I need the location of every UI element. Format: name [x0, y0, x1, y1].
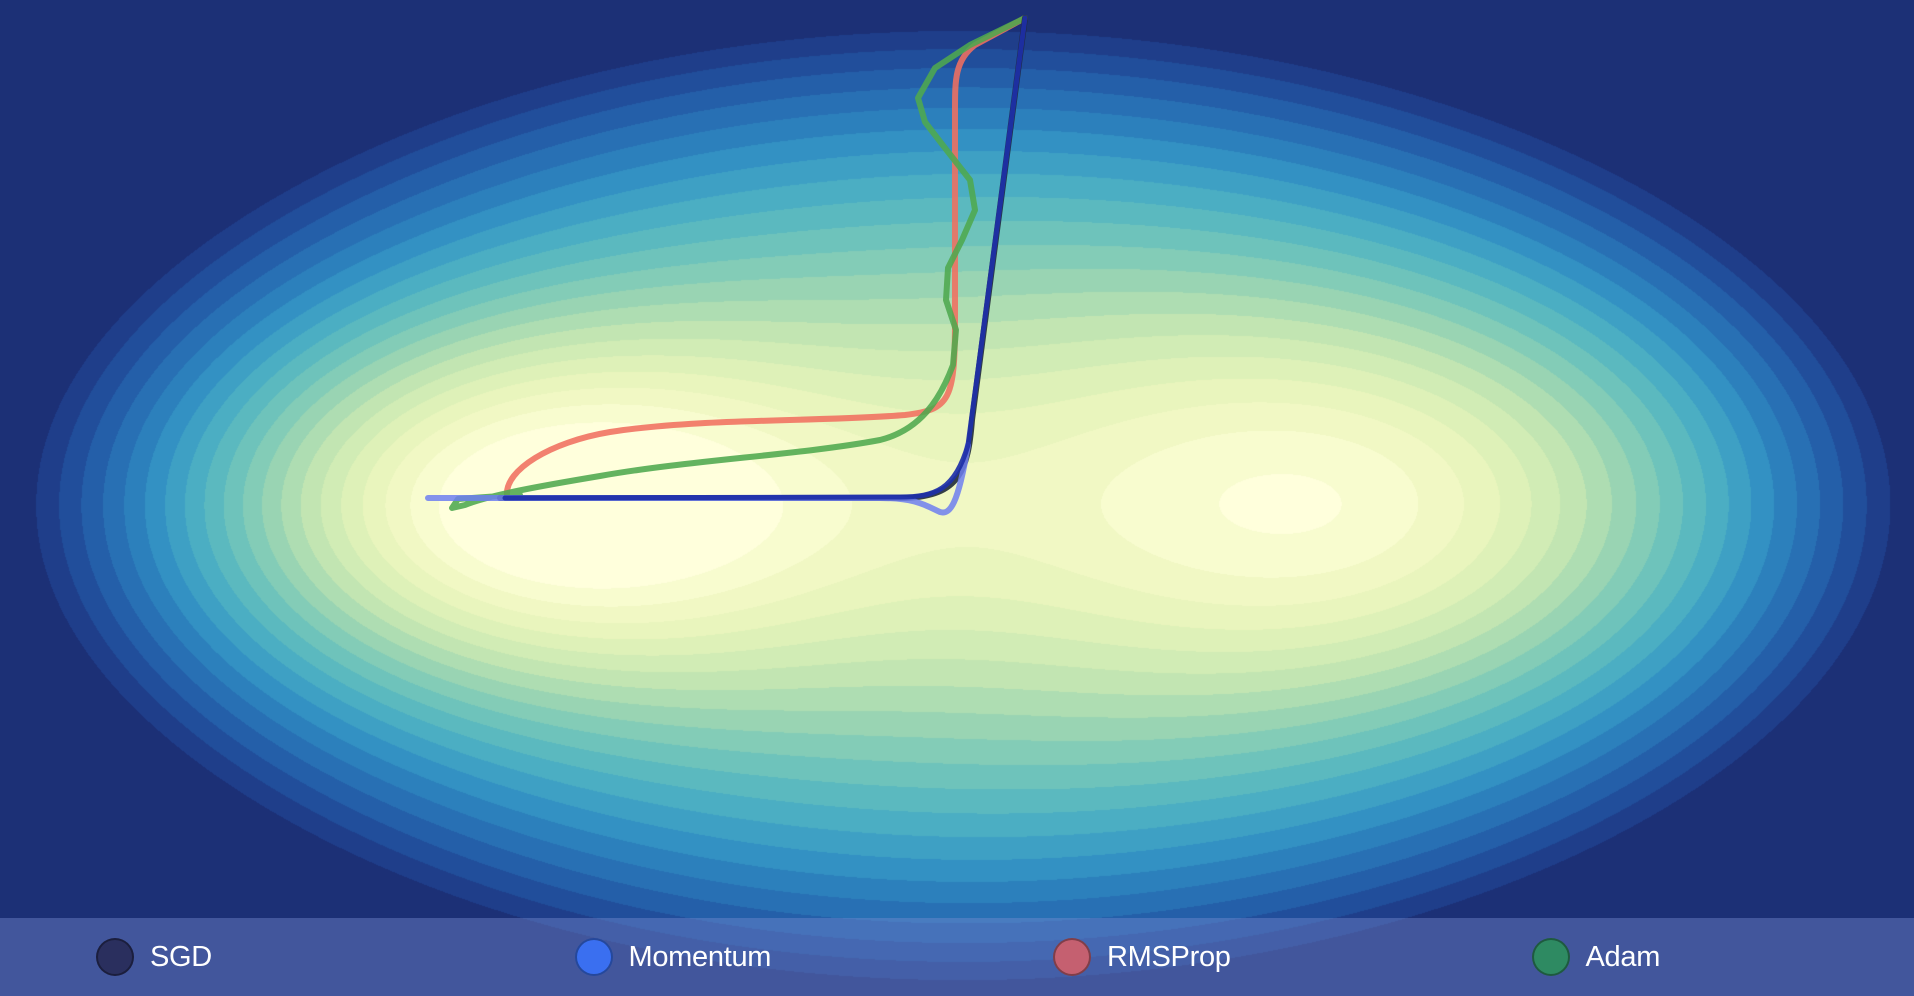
momentum-trajectory [502, 15, 1028, 501]
legend-bar: SGD Momentum RMSProp Adam [0, 918, 1914, 996]
legend-label-sgd: SGD [150, 940, 212, 973]
rmsprop-trajectory [504, 15, 1028, 498]
legend-item-adam[interactable]: Adam [1436, 938, 1914, 976]
adam-swatch-icon [1531, 938, 1570, 976]
legend-label-momentum: Momentum [628, 940, 772, 973]
sgd-trajectory [497, 15, 1028, 501]
legend-item-momentum[interactable]: Momentum [479, 938, 958, 976]
adam-trajectory [449, 15, 1028, 511]
rmsprop-swatch-icon [1053, 938, 1091, 976]
sgd-swatch-icon [96, 938, 134, 976]
legend-item-rmsprop[interactable]: RMSProp [957, 938, 1436, 976]
momentum-swatch-icon [574, 938, 613, 976]
legend-item-sgd[interactable]: SGD [0, 938, 479, 976]
legend-label-rmsprop: RMSProp [1107, 940, 1231, 973]
legend-label-adam: Adam [1585, 940, 1661, 973]
